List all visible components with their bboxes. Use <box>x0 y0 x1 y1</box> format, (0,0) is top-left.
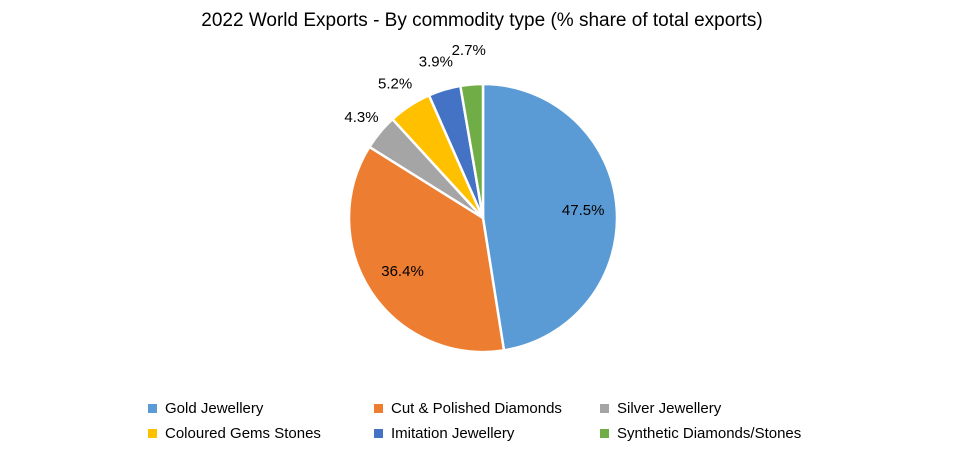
pie-data-label-1: 47.5% <box>562 202 605 219</box>
legend-item-6: Synthetic Diamonds/Stones <box>600 423 830 443</box>
legend-swatch <box>148 403 157 413</box>
legend-item-5: Imitation Jewellery <box>374 423 600 443</box>
legend-label: Gold Jewellery <box>165 399 264 417</box>
legend-label: Silver Jewellery <box>617 399 722 417</box>
legend-item-3: Silver Jewellery <box>600 398 830 418</box>
legend-item-2: Cut & Polished Diamonds <box>374 398 600 418</box>
pie-slice-1 <box>481 82 619 352</box>
chart-title: 2022 World Exports - By commodity type (… <box>201 10 763 31</box>
legend-swatch <box>374 403 383 413</box>
pie-slices <box>347 82 619 354</box>
legend-swatch <box>600 428 609 438</box>
legend-item-1: Gold Jewellery <box>148 398 374 418</box>
legend-label: Synthetic Diamonds/Stones <box>617 424 802 442</box>
pie-slice-6 <box>458 82 485 219</box>
pie-slice-2 <box>347 145 506 354</box>
pie-data-label-2: 36.4% <box>381 263 424 280</box>
pie-data-label-3: 4.3% <box>344 109 378 126</box>
legend-swatch <box>600 403 609 413</box>
pie-data-labels: 47.5% 36.4% 4.3%5.2% 3.9%2.7% <box>344 42 604 280</box>
legend-label: Coloured Gems Stones <box>165 424 321 442</box>
legend-swatch <box>374 428 383 438</box>
legend: Gold Jewellery Cut & Polished Diamonds Sil… <box>148 398 848 443</box>
pie-chart: 47.5% 36.4% 4.3%5.2% 3.9%2.7% <box>344 42 619 354</box>
legend-label: Imitation Jewellery <box>391 424 515 442</box>
pie-data-label-4: 5.2% <box>378 75 412 92</box>
legend-swatch <box>148 428 157 438</box>
legend-item-4: Coloured Gems Stones <box>148 423 374 443</box>
pie-data-label-5: 3.9% <box>419 53 453 70</box>
legend-label: Cut & Polished Diamonds <box>391 399 562 417</box>
pie-data-label-6: 2.7% <box>452 42 486 59</box>
